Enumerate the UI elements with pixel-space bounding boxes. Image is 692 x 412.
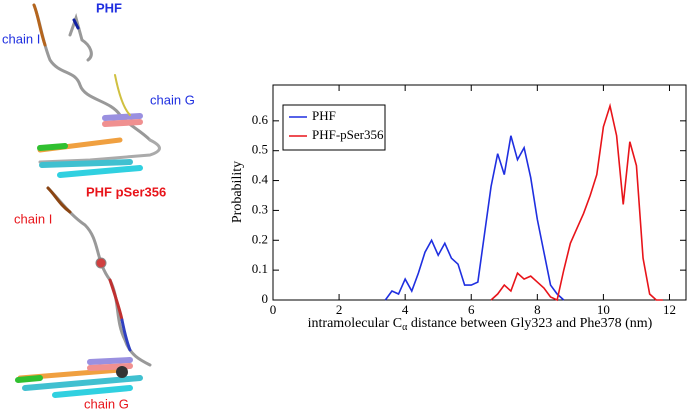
y-tick-label: 0 xyxy=(262,291,269,306)
data-line xyxy=(384,135,565,301)
x-tick-label: 4 xyxy=(402,302,409,317)
x-tick-label: 8 xyxy=(534,302,541,317)
x-label-part: intramolecular C xyxy=(308,316,402,331)
x-tick-label: 12 xyxy=(663,302,676,317)
y-tick-label: 0.5 xyxy=(252,142,268,157)
y-tick-label: 0.1 xyxy=(252,261,268,276)
plot-frame xyxy=(272,84,687,301)
panel-title: PHF xyxy=(96,0,122,15)
x-tick-label: 0 xyxy=(270,302,277,317)
structure-bottom xyxy=(15,186,152,398)
x-label-sub: α xyxy=(402,322,408,333)
chain-label: chain I xyxy=(14,211,52,226)
y-tick-label: 0.4 xyxy=(252,172,269,187)
x-label-part: distance between Gly323 and Phe378 (nm) xyxy=(407,316,652,331)
y-tick-label: 0.2 xyxy=(252,231,268,246)
x-tick-label: 6 xyxy=(468,302,475,317)
x-tick-label: 2 xyxy=(336,302,343,317)
data-line xyxy=(490,102,663,302)
x-axis-label: intramolecular Cα distance between Gly32… xyxy=(308,316,653,333)
legend-box xyxy=(282,104,386,151)
panel-title: PHF pSer356 xyxy=(86,184,166,199)
x-tick-label: 10 xyxy=(597,302,610,317)
y-axis-label: Probability xyxy=(230,161,245,223)
legend-label: PHF-pSer356 xyxy=(312,127,384,142)
structure-top xyxy=(32,3,161,178)
y-tick-label: 0.3 xyxy=(252,201,268,216)
chain-label: chain G xyxy=(150,92,195,107)
chain-label: chain I xyxy=(2,31,40,46)
y-tick-label: 0.6 xyxy=(252,112,269,127)
chain-label: chain G xyxy=(84,396,129,411)
legend-label: PHF xyxy=(312,108,336,123)
